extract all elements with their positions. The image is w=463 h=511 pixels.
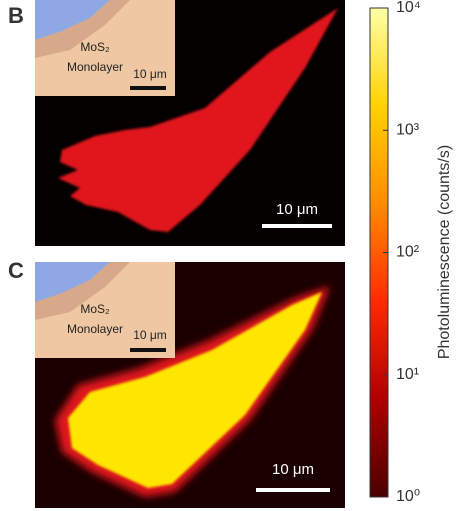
scale-label: 10 μm [272, 461, 314, 478]
tick-label: 10³ [396, 121, 420, 138]
panel-label: B [8, 3, 24, 28]
inset-substrate [35, 0, 110, 40]
inset-scale-label: 10 μm [133, 328, 167, 342]
scale-bar [256, 488, 330, 492]
tick-label: 10¹ [396, 366, 419, 383]
tick-label: 10⁴ [396, 0, 421, 16]
inset-material: MoS₂ [80, 40, 110, 54]
panel-b: MoS₂ Monolayer 10 μm 10 μm B [8, 0, 345, 246]
colorbar-label: Photoluminescence (counts/s) [436, 145, 453, 359]
inset-scale-bar [130, 86, 166, 90]
colorbar: Photoluminescence (counts/s) 10⁰ 10¹ 10² 10… [369, 0, 453, 505]
inset-material: MoS₂ [80, 302, 110, 316]
tick-label: 10² [396, 244, 420, 261]
scale-label: 10 μm [276, 201, 318, 218]
scale-bar [262, 224, 332, 228]
flake [58, 8, 338, 232]
inset-scale-label: 10 μm [133, 67, 167, 81]
inset-layer: Monolayer [67, 60, 123, 74]
flake [68, 292, 322, 488]
panel-label: C [8, 258, 24, 283]
inset-layer: Monolayer [67, 322, 123, 336]
inset-scale-bar [130, 348, 166, 352]
inset-substrate [35, 262, 110, 302]
panel-c: MoS₂ Monolayer 10 μm 10 μm C [8, 258, 345, 508]
inset-flake [35, 0, 130, 58]
tick-label: 10⁰ [396, 488, 420, 505]
inset-flake [35, 262, 130, 320]
